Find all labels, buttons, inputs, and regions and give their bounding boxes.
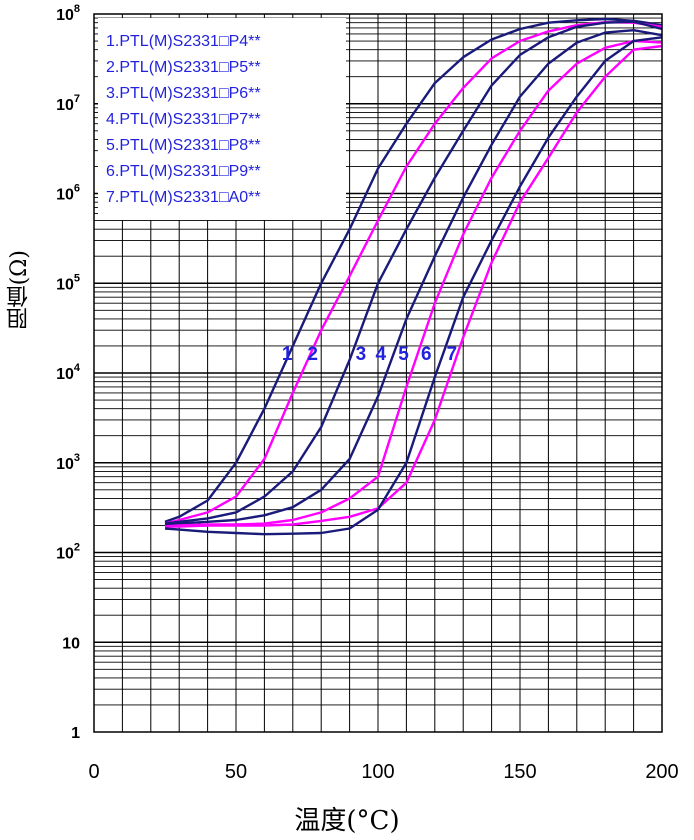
y-tick-label: 104: [56, 362, 81, 383]
legend-entry: 2.PTL(M)S2331□P5**: [106, 59, 261, 76]
curve-number-label: 7: [447, 344, 458, 365]
curve-number-label: 3: [356, 344, 367, 365]
curve-number-label: 1: [282, 344, 293, 365]
y-tick-label: 10: [62, 635, 80, 652]
x-tick-label: 150: [503, 761, 536, 783]
x-tick-label: 0: [88, 761, 99, 783]
series-line: [164, 20, 663, 525]
legend-entry: 4.PTL(M)S2331□P7**: [106, 111, 261, 128]
y-tick-label: 107: [56, 93, 80, 114]
y-tick-label: 105: [56, 272, 80, 293]
series-line: [164, 29, 663, 527]
legend-box: [98, 18, 346, 220]
legend-entry: 5.PTL(M)S2331□P8**: [106, 137, 261, 154]
series-line: [164, 21, 663, 525]
legend: 1.PTL(M)S2331□P4** 2.PTL(M)S2331□P5** 3.PT…: [98, 18, 346, 220]
y-tick-label: 106: [56, 183, 80, 204]
y-tick-label: 102: [56, 542, 80, 563]
y-tick-label: 1: [71, 725, 80, 742]
x-tick-label: 100: [361, 761, 394, 783]
y-tick-label: 108: [56, 3, 80, 24]
x-axis-label: 温度(°C): [294, 806, 400, 836]
x-tick-label: 200: [645, 761, 678, 783]
y-tick-label: 103: [56, 452, 80, 473]
series-line: [164, 17, 663, 523]
curve-number-label: 6: [421, 344, 432, 365]
legend-entry: 3.PTL(M)S2331□P6**: [106, 85, 261, 102]
series-lines: [164, 17, 663, 536]
legend-entry: 6.PTL(M)S2331□P9**: [106, 163, 261, 180]
legend-entry: 1.PTL(M)S2331□P4**: [106, 33, 261, 50]
curve-number-label: 2: [307, 344, 318, 365]
curve-number-label: 4: [376, 344, 387, 365]
plot-frame: [93, 13, 663, 733]
curve-number-label: 5: [398, 344, 409, 365]
series-line: [165, 44, 663, 528]
y-axis-label: 阻值(Ω): [7, 250, 32, 330]
legend-entry: 7.PTL(M)S2331□A0**: [106, 189, 261, 206]
x-tick-label: 50: [225, 761, 247, 783]
series-line: [164, 36, 663, 536]
